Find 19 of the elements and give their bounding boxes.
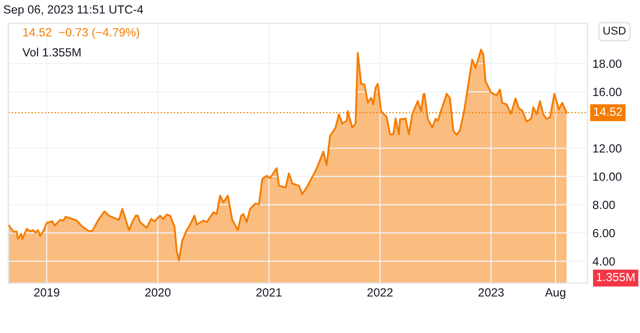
text: 1.355M	[596, 272, 634, 282]
annotation: 14.52 −0.73 (−4.79%)	[23, 28, 140, 39]
annotation: Vol 1.355M	[22, 48, 80, 56]
y-tick-label: 10.00	[593, 172, 622, 181]
x-tick-label: 2023	[478, 288, 504, 297]
y-tick-label: 8.00	[592, 200, 615, 210]
chart-title: Sep 06, 2023 11:51 UTC-4	[4, 5, 144, 16]
x-tick-label: Aug	[545, 288, 566, 299]
y-tick-label: 12.00	[593, 144, 622, 153]
x-tick-label: 2021	[256, 288, 282, 297]
ref-line-label: 14.52	[594, 107, 622, 116]
x-tick-label: 2019	[34, 288, 60, 297]
y-tick-label: 18.00	[593, 60, 622, 68]
x-tick-label: 2022	[367, 288, 393, 297]
y-axis-title: USD	[604, 26, 626, 35]
y-tick-label: 6.00	[592, 228, 615, 238]
x-tick-label: 2020	[145, 288, 171, 297]
y-tick-label: 16.00	[593, 88, 622, 96]
y-tick-label: 4.00	[592, 257, 615, 266]
